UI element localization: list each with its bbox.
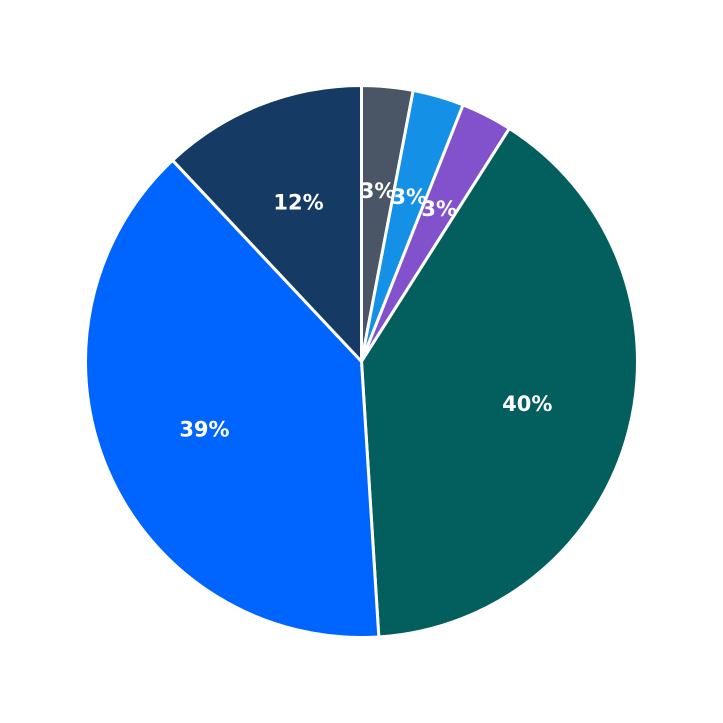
- slice-data-label: 12%: [273, 190, 323, 214]
- labels-layer: 3%3%3%40%39%12%: [179, 179, 552, 441]
- pie-slice: [171, 84, 363, 363]
- slices-layer: [84, 84, 639, 639]
- slice-data-label: 39%: [179, 417, 229, 441]
- slice-data-label: 3%: [421, 197, 457, 221]
- slice-data-label: 3%: [360, 179, 396, 203]
- pie-slice: [84, 158, 381, 639]
- pie-slice: [360, 126, 639, 639]
- slice-data-label: 40%: [502, 392, 552, 416]
- slice-data-label: 3%: [391, 185, 427, 209]
